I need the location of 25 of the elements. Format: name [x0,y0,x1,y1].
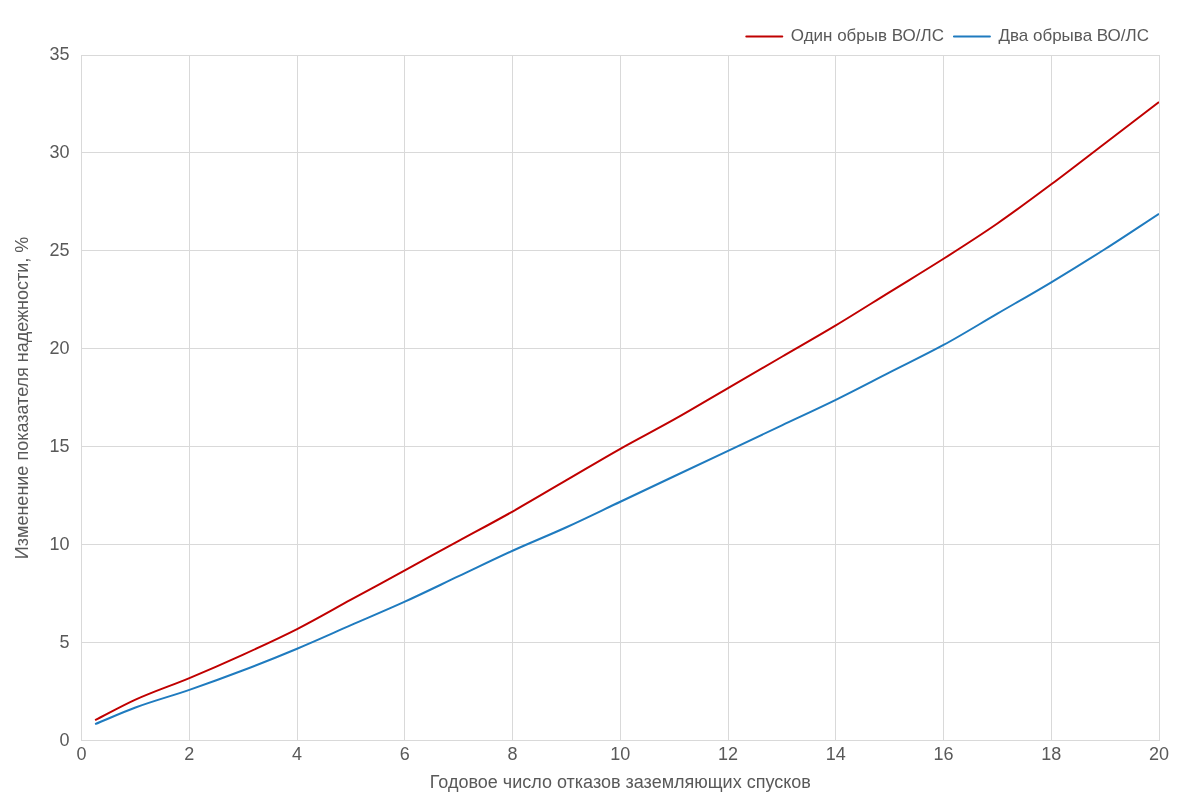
y-tick-label: 0 [59,729,70,750]
y-axis-title: Изменение показателя надежности, % [11,236,32,560]
y-tick-label: 20 [49,337,70,358]
y-tick-label: 15 [49,435,70,456]
x-tick-label: 0 [76,743,87,764]
x-tick-label: 20 [1148,743,1170,764]
x-tick-label: 10 [610,743,631,764]
x-tick-label: 4 [292,743,303,764]
x-tick-label: 18 [1041,743,1062,764]
y-tick-label: 30 [49,141,70,162]
x-tick-label: 12 [718,743,739,764]
x-tick-label: 2 [184,743,195,764]
y-tick-label: 25 [49,239,70,260]
y-tick-label: 35 [49,43,70,64]
x-axis-title: Годовое число отказов заземляющих спусков [429,772,811,793]
x-tick-label: 8 [507,743,518,764]
line-series [94,212,1159,726]
x-tick-label: 14 [825,743,846,764]
legend-label: Два обрыва ВО/ЛС [998,26,1150,46]
x-tick-label: 16 [933,743,954,764]
x-tick-label: 6 [399,743,410,764]
legend-label: Один обрыв ВО/ЛС [790,26,944,46]
line-series [94,101,1159,722]
y-tick-label: 5 [59,631,70,652]
y-tick-label: 10 [49,533,70,554]
